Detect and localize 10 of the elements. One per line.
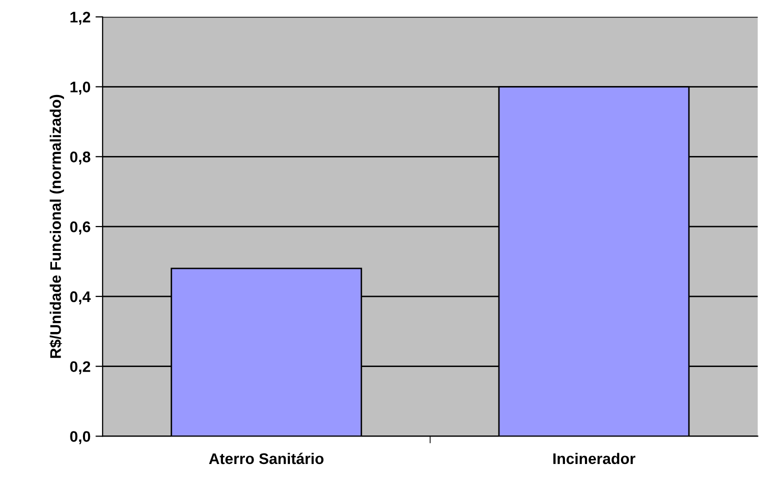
y-tick-label: 1,0 xyxy=(70,82,90,95)
x-tick-label: Incinerador xyxy=(553,452,636,464)
y-tick-label: 0,2 xyxy=(70,361,90,374)
y-tick-label: 1,2 xyxy=(70,12,90,25)
y-tick-label: 0,6 xyxy=(70,221,90,234)
x-tick-label: Aterro Sanitário xyxy=(209,452,324,464)
y-tick-label: 0,8 xyxy=(70,152,90,165)
y-tick-label: 0,4 xyxy=(70,291,91,304)
y-axis-title: R$/Unidade Funcional (normalizado) xyxy=(49,94,64,358)
y-tick-label: 0,0 xyxy=(70,431,90,444)
